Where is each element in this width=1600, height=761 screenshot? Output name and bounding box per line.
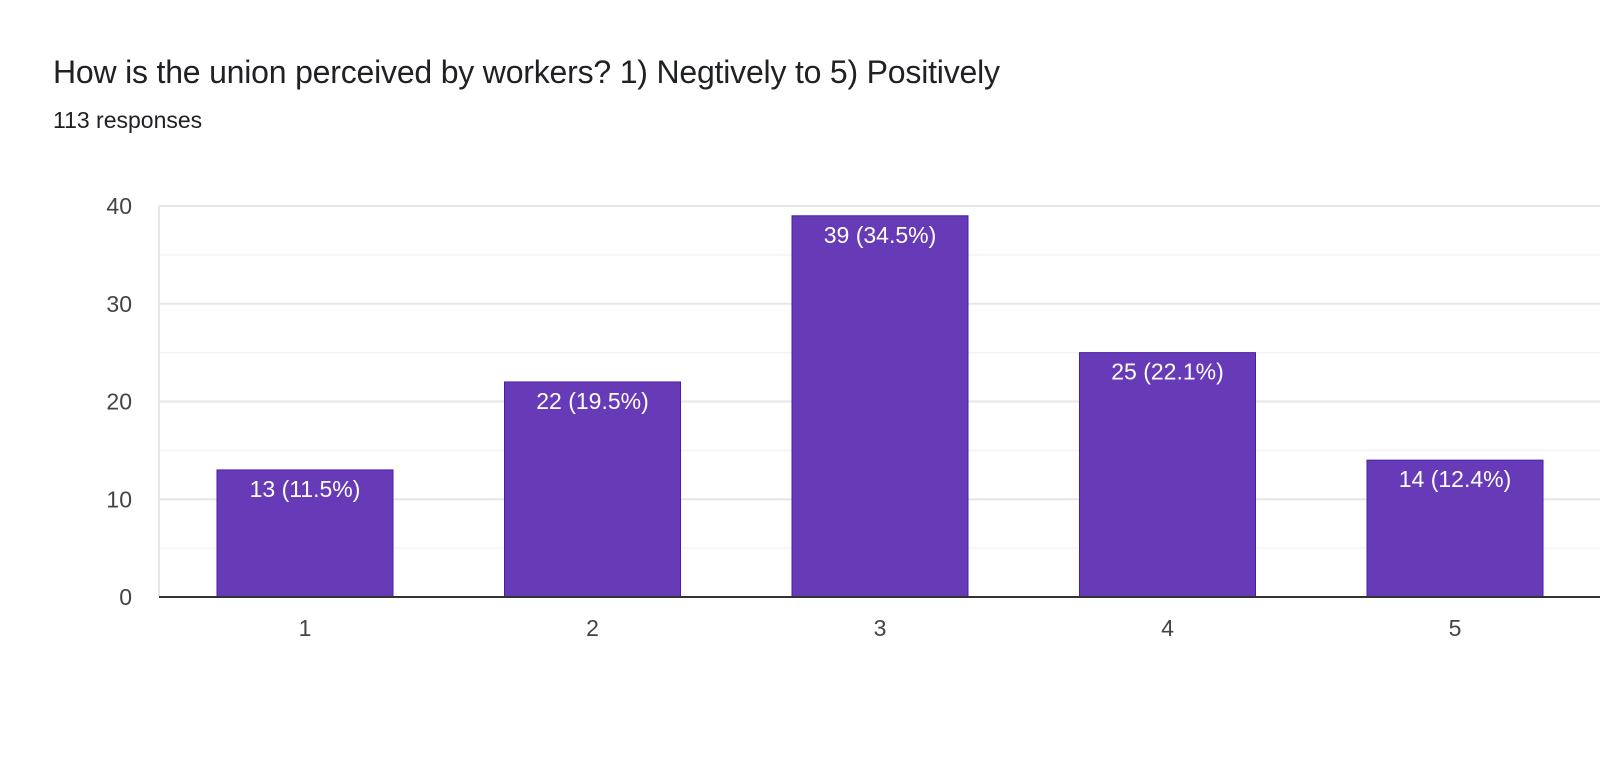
question-title: How is the union perceived by workers? 1… — [53, 54, 1000, 90]
x-tick-label: 2 — [586, 615, 599, 641]
bar — [1079, 352, 1256, 598]
x-tick-label: 1 — [299, 615, 312, 641]
bar — [504, 381, 681, 598]
bar-data-label: 39 (34.5%) — [824, 222, 937, 248]
x-tick-label: 3 — [874, 615, 887, 641]
x-tick-label: 5 — [1449, 615, 1462, 641]
response-count: 113 responses — [53, 107, 203, 133]
bars: 13 (11.5%) 22 (19.5%) 39 (34.5%) 25 (22.1%)… — [159, 215, 1600, 598]
y-tick-label: 0 — [119, 584, 132, 610]
bar-data-label: 25 (22.1%) — [1111, 359, 1224, 385]
y-tick-label: 40 — [106, 193, 132, 219]
y-tick-label: 30 — [106, 291, 132, 317]
bar — [1366, 459, 1544, 598]
bar-data-label: 22 (19.5%) — [536, 388, 649, 414]
bar-data-label: 14 (12.4%) — [1399, 466, 1512, 492]
bar — [216, 469, 394, 598]
x-tick-label: 4 — [1161, 615, 1174, 641]
x-axis-ticks: 1 2 3 4 5 — [299, 615, 1462, 641]
bar — [791, 215, 969, 598]
y-tick-label: 10 — [106, 486, 132, 512]
y-axis-ticks: 0 10 20 30 40 — [106, 193, 132, 610]
y-tick-label: 20 — [106, 389, 132, 415]
bar-data-label: 13 (11.5%) — [250, 476, 361, 502]
